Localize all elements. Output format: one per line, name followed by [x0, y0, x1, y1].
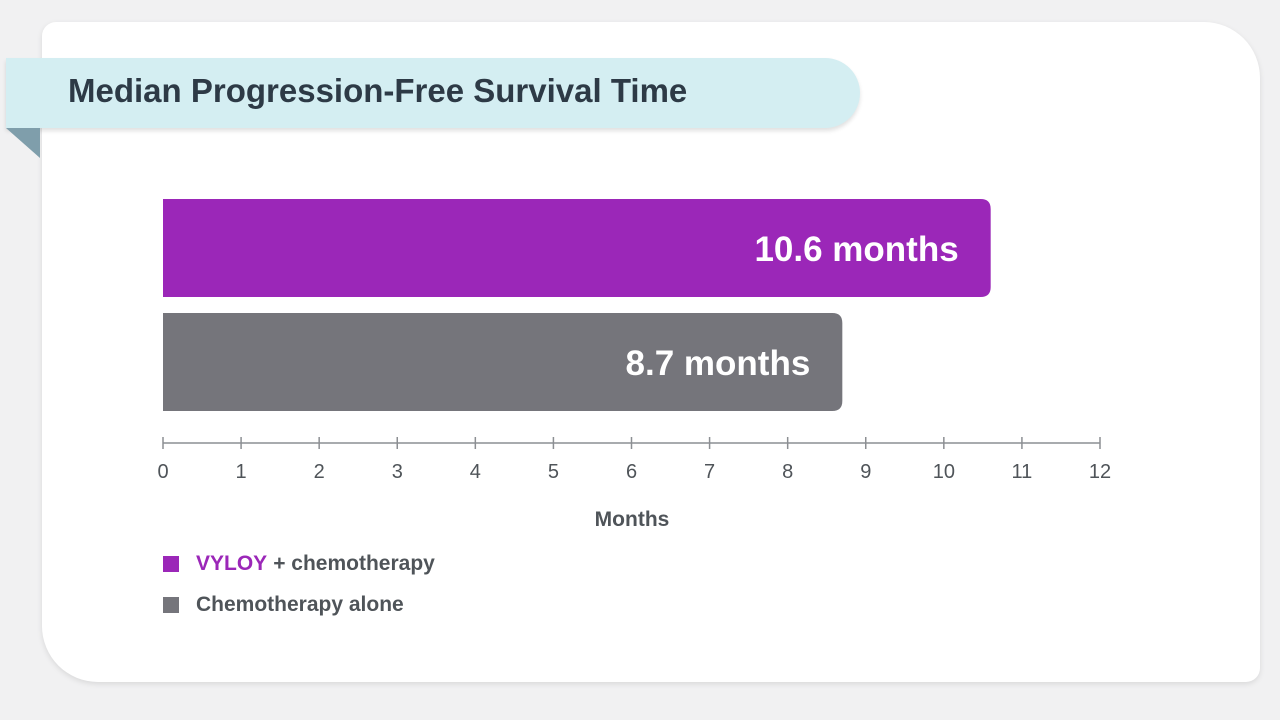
bar-value-label-0: 10.6 months	[754, 230, 958, 269]
x-tick-label-0: 0	[157, 461, 168, 483]
title-banner	[6, 58, 860, 128]
x-tick-label-6: 6	[626, 461, 637, 483]
x-tick-label-9: 9	[860, 461, 871, 483]
bar-value-label-1: 8.7 months	[626, 344, 811, 383]
x-tick-label-10: 10	[933, 461, 955, 483]
x-tick-label-8: 8	[782, 461, 793, 483]
x-tick-label-12: 12	[1089, 461, 1111, 483]
legend-brand-text: VYLOY	[196, 552, 268, 575]
legend-swatch-vyloy	[163, 556, 179, 572]
legend-label-chemo: Chemotherapy alone	[196, 593, 404, 616]
legend-swatch-chemo	[163, 597, 179, 613]
chart-title: Median Progression-Free Survival Time	[68, 72, 688, 109]
x-tick-label-11: 11	[1012, 461, 1033, 483]
x-tick-label-2: 2	[314, 461, 325, 483]
x-tick-label-4: 4	[470, 461, 481, 483]
bar-0	[163, 199, 991, 297]
x-axis-title: Months	[595, 508, 670, 531]
x-tick-label-5: 5	[548, 461, 559, 483]
legend-item-chemo: Chemotherapy alone	[163, 593, 404, 617]
x-tick-label-1: 1	[236, 461, 247, 483]
x-tick-label-3: 3	[392, 461, 403, 483]
legend-item-vyloy: VYLOY + chemotherapy	[163, 552, 435, 576]
banner-fold	[6, 128, 40, 158]
legend-label-vyloy: + chemotherapy	[273, 552, 435, 575]
x-tick-label-7: 7	[704, 461, 715, 483]
bar-1	[163, 313, 843, 411]
